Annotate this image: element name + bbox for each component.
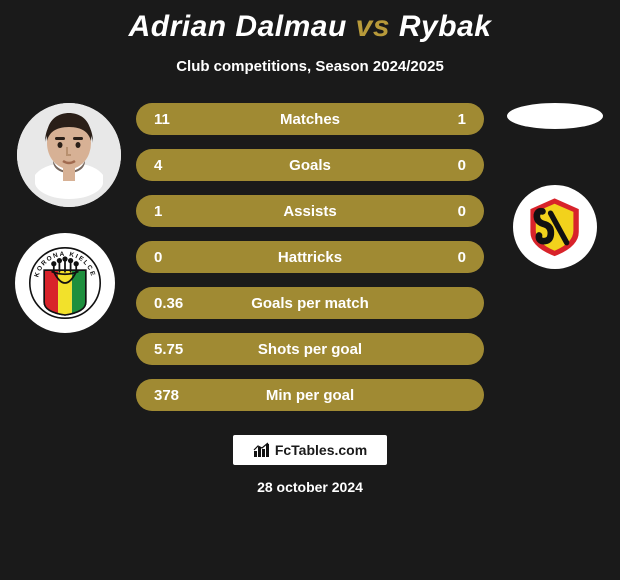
comparison-card: Adrian Dalmau vs Rybak Club competitions… [0, 0, 620, 580]
title-player2: Rybak [390, 10, 491, 43]
club2-crest-svg [521, 193, 588, 260]
stats-list: 11 Matches 1 4 Goals 0 1 Assists 0 0 Hat… [130, 103, 490, 411]
stat-right: 0 [412, 249, 466, 266]
player1-avatar [17, 103, 121, 207]
stat-label: Shots per goal [208, 341, 412, 358]
stat-label: Assists [208, 203, 412, 220]
stat-left: 378 [154, 387, 208, 404]
stat-right: 0 [412, 203, 466, 220]
main-row: KORONA KIELCE [0, 103, 620, 411]
club2-crest [513, 185, 597, 269]
stat-left: 1 [154, 203, 208, 220]
stat-row: 11 Matches 1 [136, 103, 484, 135]
player1-avatar-svg [17, 103, 121, 207]
stat-label: Min per goal [208, 387, 412, 404]
title: Adrian Dalmau vs Rybak [129, 10, 492, 44]
stat-label: Goals per match [208, 295, 412, 312]
stat-left: 0.36 [154, 295, 208, 312]
left-column: KORONA KIELCE [0, 103, 130, 333]
chart-icon [253, 442, 269, 458]
right-column [490, 103, 620, 269]
stat-left: 11 [154, 111, 208, 128]
stat-row: 5.75 Shots per goal [136, 333, 484, 365]
stat-row: 0.36 Goals per match [136, 287, 484, 319]
stat-row: 1 Assists 0 [136, 195, 484, 227]
stat-left: 4 [154, 157, 208, 174]
stat-left: 5.75 [154, 341, 208, 358]
stat-row: 4 Goals 0 [136, 149, 484, 181]
stat-row: 0 Hattricks 0 [136, 241, 484, 273]
date: 28 october 2024 [257, 479, 363, 495]
stat-row: 378 Min per goal [136, 379, 484, 411]
club1-crest: KORONA KIELCE [15, 233, 115, 333]
stat-right: 0 [412, 157, 466, 174]
stat-left: 0 [154, 249, 208, 266]
stat-right: 1 [412, 111, 466, 128]
club1-crest-svg: KORONA KIELCE [25, 243, 105, 323]
stat-label: Matches [208, 111, 412, 128]
stat-label: Hattricks [208, 249, 412, 266]
title-player1: Adrian Dalmau [129, 10, 356, 43]
title-vs: vs [356, 10, 390, 43]
footer: FcTables.com 28 october 2024 [233, 435, 387, 495]
brand-text: FcTables.com [275, 442, 367, 458]
brand-badge: FcTables.com [233, 435, 387, 465]
player2-avatar-placeholder [507, 103, 603, 129]
subtitle: Club competitions, Season 2024/2025 [176, 58, 444, 75]
stat-label: Goals [208, 157, 412, 174]
